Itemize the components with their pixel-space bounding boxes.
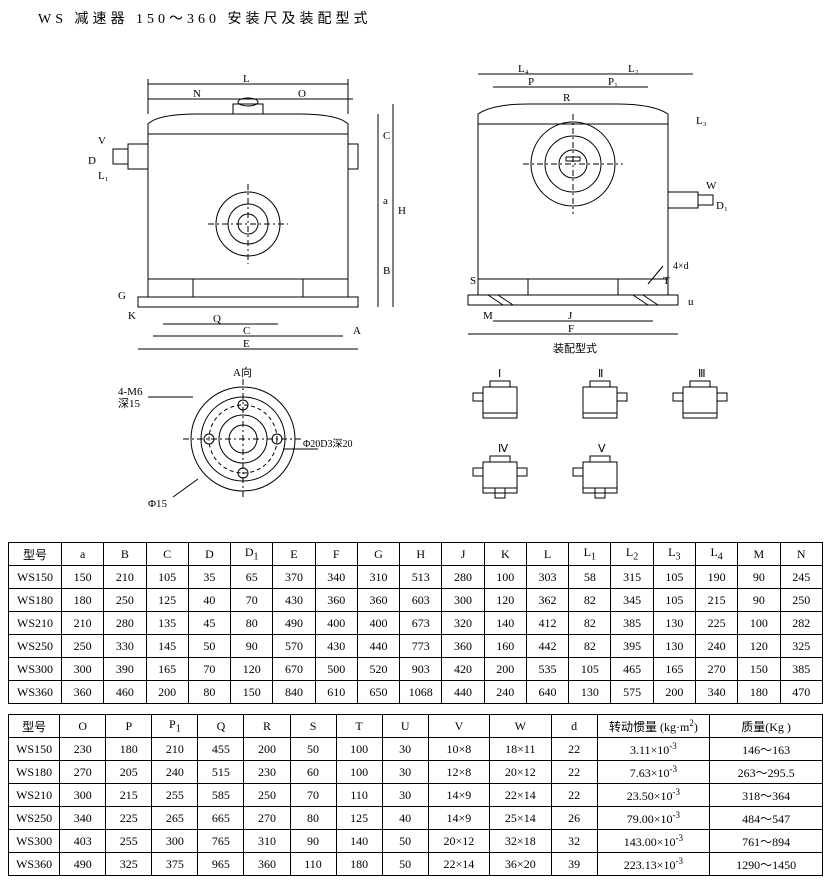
- svg-text:N: N: [193, 88, 201, 100]
- table-row: WS300403255300765310901405020×1232×18321…: [9, 830, 823, 853]
- col-header: T: [336, 715, 382, 738]
- table-row: WS18018025012540704303603606033001203628…: [9, 589, 823, 612]
- config-1: Ⅰ: [473, 368, 517, 418]
- svg-text:Φ15: Φ15: [148, 498, 168, 510]
- col-header: L4: [695, 543, 737, 566]
- svg-text:V: V: [98, 135, 106, 147]
- col-header: K: [484, 543, 526, 566]
- svg-text:L₂: L₂: [628, 63, 639, 75]
- col-header: J: [442, 543, 484, 566]
- table-row: WS150230180210455200501003010×818×11223.…: [9, 738, 823, 761]
- col-header: D: [188, 543, 230, 566]
- table-row: WS15015021010535653703403105132801003035…: [9, 566, 823, 589]
- col-header: S: [290, 715, 336, 738]
- svg-text:Ⅱ: Ⅱ: [598, 368, 603, 380]
- svg-text:u: u: [688, 296, 694, 308]
- svg-text:J: J: [568, 310, 573, 322]
- svg-text:Φ20D3深20: Φ20D3深20: [303, 438, 353, 450]
- svg-text:W: W: [706, 180, 717, 192]
- svg-text:D: D: [88, 155, 96, 167]
- svg-text:Q: Q: [213, 313, 221, 325]
- svg-text:T: T: [663, 275, 670, 287]
- svg-text:E: E: [243, 338, 250, 350]
- table-row: WS210300215255585250701103014×922×142223…: [9, 784, 823, 807]
- col-header: B: [104, 543, 146, 566]
- table-row: WS36036046020080150840610650106844024064…: [9, 681, 823, 704]
- config-2: Ⅱ: [583, 368, 627, 418]
- svg-text:4-M6: 4-M6: [118, 386, 143, 398]
- svg-text:P₁: P₁: [608, 76, 618, 88]
- table-row: WS30030039016570120670500520903420200535…: [9, 658, 823, 681]
- col-header: a: [62, 543, 104, 566]
- col-header: W: [490, 715, 551, 738]
- col-header: 型号: [9, 715, 60, 738]
- svg-text:K: K: [128, 310, 136, 322]
- svg-text:M: M: [483, 310, 493, 322]
- page-title: WS 减速器 150～360 安装尺及装配型式: [38, 8, 823, 28]
- svg-text:a: a: [383, 195, 388, 207]
- svg-text:O: O: [298, 88, 306, 100]
- col-header: R: [244, 715, 290, 738]
- col-header: D1: [231, 543, 273, 566]
- svg-text:Ⅲ: Ⅲ: [698, 368, 706, 380]
- svg-text:C: C: [383, 130, 390, 142]
- svg-text:R: R: [563, 92, 571, 104]
- svg-text:L₁: L₁: [98, 170, 109, 182]
- col-header: L1: [569, 543, 611, 566]
- col-header: F: [315, 543, 357, 566]
- col-header: N: [780, 543, 822, 566]
- config-4: Ⅳ: [473, 443, 527, 498]
- svg-text:A: A: [353, 325, 361, 337]
- table-row: WS3604903253759653601101805022×1436×2039…: [9, 853, 823, 876]
- col-header: U: [382, 715, 428, 738]
- col-header: 型号: [9, 543, 62, 566]
- col-header: 质量(Kg ): [710, 715, 823, 738]
- dim-L: L: [243, 73, 250, 85]
- col-header: P: [106, 715, 152, 738]
- svg-text:B: B: [383, 265, 390, 277]
- col-header: 转动惯量 (kg·m2): [597, 715, 710, 738]
- col-header: Q: [198, 715, 244, 738]
- col-header: L: [526, 543, 568, 566]
- svg-text:L₄: L₄: [518, 63, 529, 75]
- svg-text:深15: 深15: [118, 397, 140, 410]
- dimensions-table-1: 型号aBCDD1EFGHJKLL1L2L3L4MN WS150150210105…: [8, 542, 823, 704]
- svg-text:S: S: [470, 275, 476, 287]
- col-header: G: [357, 543, 399, 566]
- table-row: WS180270205240515230601003012×820×12227.…: [9, 761, 823, 784]
- table-row: WS250340225265665270801254014×925×142679…: [9, 807, 823, 830]
- svg-text:C: C: [243, 325, 250, 337]
- svg-text:D₁: D₁: [716, 200, 728, 212]
- col-header: L3: [653, 543, 695, 566]
- table-row: WS21021028013545804904004006733201404128…: [9, 612, 823, 635]
- col-header: H: [400, 543, 442, 566]
- table-row: WS25025033014550905704304407733601604428…: [9, 635, 823, 658]
- dimensions-table-2: 型号OPP1QRSTUVWd转动惯量 (kg·m2)质量(Kg ) WS1502…: [8, 714, 823, 876]
- svg-text:A向: A向: [233, 365, 252, 379]
- col-header: d: [551, 715, 597, 738]
- svg-text:Ⅰ: Ⅰ: [498, 368, 501, 380]
- col-header: L2: [611, 543, 653, 566]
- svg-text:G: G: [118, 290, 126, 302]
- svg-text:H: H: [398, 205, 406, 217]
- svg-text:P: P: [528, 76, 534, 88]
- svg-text:Ⅴ: Ⅴ: [598, 443, 606, 455]
- col-header: V: [428, 715, 489, 738]
- col-header: O: [60, 715, 106, 738]
- col-header: P1: [152, 715, 198, 738]
- col-header: C: [146, 543, 188, 566]
- col-header: E: [273, 543, 315, 566]
- side-caption: 装配型式: [553, 341, 597, 355]
- svg-text:4×d: 4×d: [673, 261, 689, 272]
- config-5: Ⅴ: [573, 443, 617, 498]
- svg-text:Ⅳ: Ⅳ: [498, 443, 509, 455]
- engineering-drawing: L N O V D L₁ G K C a B H Q C A E: [8, 34, 823, 534]
- svg-text:L₃: L₃: [696, 115, 707, 127]
- svg-text:F: F: [568, 323, 574, 335]
- config-3: Ⅲ: [673, 368, 727, 418]
- col-header: M: [738, 543, 780, 566]
